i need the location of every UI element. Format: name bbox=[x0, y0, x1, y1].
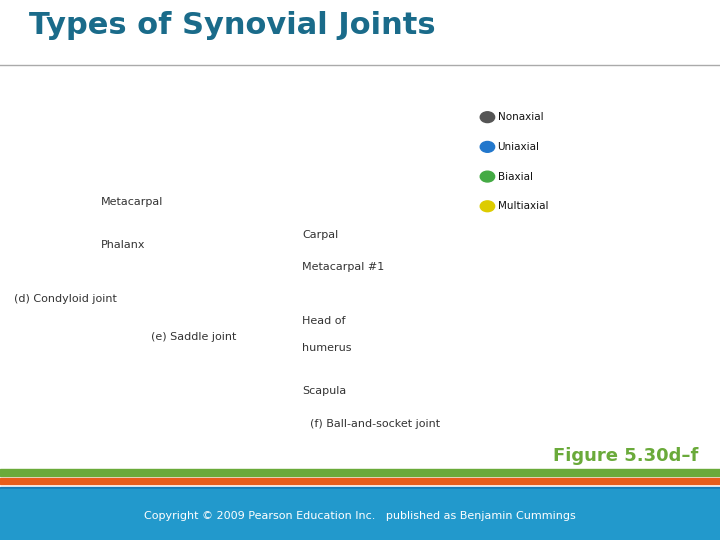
Text: Scapula: Scapula bbox=[302, 386, 346, 396]
Bar bbox=[0, 487, 720, 492]
Text: Types of Synovial Joints: Types of Synovial Joints bbox=[29, 11, 436, 40]
Circle shape bbox=[480, 141, 495, 152]
Bar bbox=[0, 489, 720, 540]
Text: Metacarpal: Metacarpal bbox=[101, 197, 163, 207]
Text: humerus: humerus bbox=[302, 343, 352, 353]
Text: Copyright © 2009 Pearson Education Inc.   published as Benjamin Cummings: Copyright © 2009 Pearson Education Inc. … bbox=[144, 511, 576, 521]
Bar bbox=[0, 499, 720, 503]
Text: Phalanx: Phalanx bbox=[101, 240, 145, 251]
Text: Uniaxial: Uniaxial bbox=[498, 142, 539, 152]
Text: (e) Saddle joint: (e) Saddle joint bbox=[151, 332, 237, 342]
Text: Figure 5.30d–f: Figure 5.30d–f bbox=[553, 448, 698, 465]
Text: Nonaxial: Nonaxial bbox=[498, 112, 543, 122]
Bar bbox=[0, 469, 720, 476]
Text: Biaxial: Biaxial bbox=[498, 172, 533, 181]
Text: Head of: Head of bbox=[302, 316, 346, 326]
Text: Multiaxial: Multiaxial bbox=[498, 201, 548, 211]
Text: Metacarpal #1: Metacarpal #1 bbox=[302, 262, 384, 272]
Text: (d) Condyloid joint: (d) Condyloid joint bbox=[14, 294, 117, 305]
Circle shape bbox=[480, 171, 495, 182]
Bar bbox=[0, 478, 720, 484]
Bar bbox=[0, 493, 720, 497]
Circle shape bbox=[480, 112, 495, 123]
Text: Carpal: Carpal bbox=[302, 230, 338, 240]
Text: (f) Ball-and-socket joint: (f) Ball-and-socket joint bbox=[310, 418, 440, 429]
Circle shape bbox=[480, 201, 495, 212]
